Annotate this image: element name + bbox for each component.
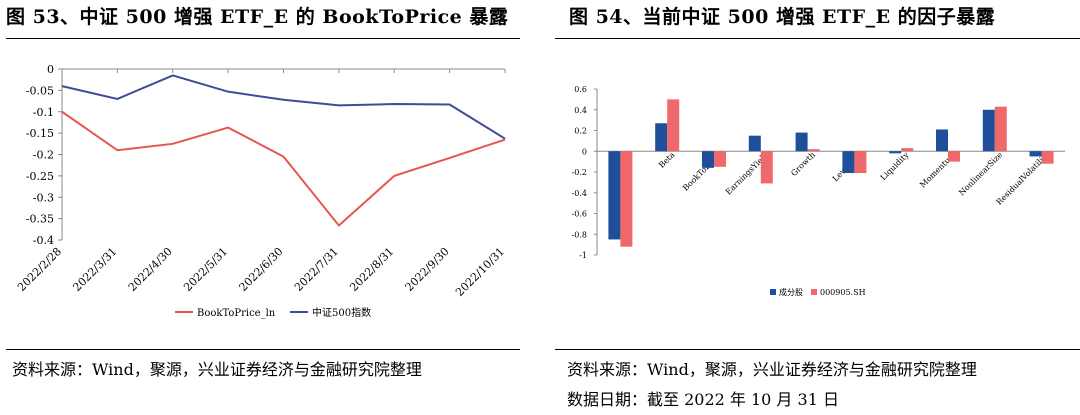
right-figure-title: 图 54、当前中证 500 增强 ETF_E 的因子暴露 [569,6,996,28]
left-x-tick-label: 2022/3/31 [70,245,119,294]
left-y-tick-label: 0 [47,63,54,76]
left-y-tick-label: -0.4 [33,234,54,247]
right-source-rule [555,349,1080,350]
right-source-note: 资料来源：Wind，聚源，兴业证券经济与金融研究院整理 [567,360,977,379]
right-category-label: Growth [789,150,817,178]
bar-000905-momentum [948,151,960,162]
right-date-note: 数据日期：截至 2022 年 10 月 31 日 [567,390,839,409]
left-y-tick-label: -0.05 [26,84,54,97]
left-y-tick-label: -0.2 [33,149,54,162]
left-y-tick-label: -0.15 [26,127,54,140]
right-title-rule [555,38,1080,39]
bar-components-growth [795,132,808,152]
bar-000905-liquidity [901,148,914,152]
legend-swatch-000905 [811,289,817,295]
left-legend: BookToPrice_ln 中证500指数 [175,306,371,319]
bar-000905-beta [667,99,680,152]
left-line-chart: 0-0.05-0.1-0.15-0.2-0.25-0.3-0.35-0.4202… [15,63,507,319]
bar-000905-residualvolatility [1041,151,1054,164]
left-x-tick-label: 2022/6/30 [237,245,286,294]
left-y-tick-label: -0.25 [26,170,54,183]
legend-label-000905: 000905.SH [820,288,866,297]
bar-000905-earningsyield [760,151,773,184]
bar-components-liquidity [889,151,902,154]
left-x-tick-label: 2022/5/31 [181,245,230,294]
right-y-tick-label: -0.6 [572,210,587,219]
right-category-label: Liquidity [879,150,911,182]
right-y-tick-label: 0.4 [574,106,587,115]
right-y-tick-label: -1 [579,251,587,260]
left-source-rule [6,349,520,350]
right-y-tick-label: 0.6 [574,85,587,94]
left-y-tick-label: -0.3 [33,191,54,204]
right-bar-chart: 0.60.40.20-0.2-0.4-0.6-0.8-1SizeBetaBook… [572,85,1065,297]
right-category-label: NonlinearSize [957,150,1004,197]
right-figure: 图 54、当前中证 500 增强 ETF_E 的因子暴露 0.6 0.4 0.2 0 -… [555,0,1080,415]
right-y-tick-label: -0.4 [572,189,587,198]
bar-components-size [608,151,621,240]
left-source-note: 资料来源：Wind，聚源，兴业证券经济与金融研究院整理 [12,360,422,379]
legend-label-components: 成分股 [779,287,803,297]
left-x-tick-label: 2022/7/31 [292,245,341,294]
right-y-tick-label: -0.2 [572,168,587,177]
legend-label-booktoprice: BookToPrice_ln [197,308,276,319]
bar-000905-booktoprice [714,151,726,167]
bar-components-beta [655,123,668,152]
bar-components-nonlinearsize [982,109,995,152]
right-y-tick-label: -0.8 [572,230,587,239]
left-figure-title: 图 53、中证 500 增强 ETF_E 的 BookToPrice 暴露 [6,6,509,28]
bar-components-earningsyield [748,135,761,152]
series-line-csi500 [61,74,506,140]
bar-components-momentum [936,129,948,152]
right-y-tick-label: 0.2 [574,127,587,136]
bar-000905-nonlinearsize [994,106,1007,152]
right-y-tick-label: 0 [582,147,587,156]
series-line-booktoprice [61,110,506,227]
bar-000905-growth [807,149,820,152]
left-x-tick-label: 2022/10/31 [453,245,507,299]
bar-000905-size [620,151,633,247]
bar-000905-leverage [854,151,867,174]
bar-components-booktoprice [702,151,714,168]
left-x-tick-label: 2022/9/30 [403,245,452,294]
left-x-tick-label: 2022/8/31 [347,245,396,294]
left-title-rule [6,38,520,39]
left-y-tick-label: -0.35 [26,213,54,226]
legend-swatch-components [770,289,776,295]
bar-components-residualvolatility [1029,151,1042,157]
left-figure: 图 53、中证 500 增强 ETF_E 的 BookToPrice 暴露 0 -… [0,0,520,415]
bar-components-leverage [842,151,855,174]
legend-label-csi500: 中证500指数 [312,306,371,319]
left-x-tick-label: 2022/4/30 [126,245,175,294]
left-y-tick-label: -0.1 [33,106,54,119]
right-legend: 成分股 000905.SH [770,287,866,297]
right-category-label: Beta [657,150,677,170]
left-x-tick-label: 2022/2/28 [15,245,64,294]
